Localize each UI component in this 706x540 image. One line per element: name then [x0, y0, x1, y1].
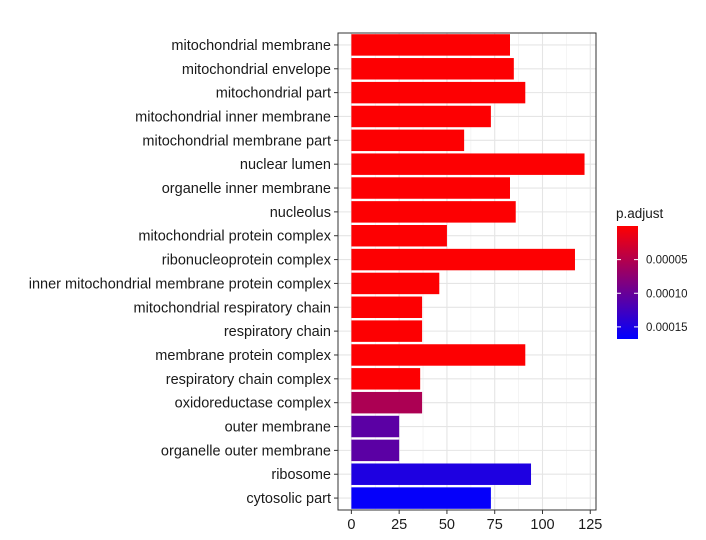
category-label: oxidoreductase complex — [175, 396, 332, 412]
legend-title: p.adjust — [616, 206, 664, 221]
category-label: organelle outer membrane — [161, 443, 331, 459]
bar — [351, 201, 516, 223]
x-tick-label: 75 — [487, 517, 503, 533]
bar — [351, 34, 510, 56]
legend-tick-label: 0.00010 — [646, 288, 688, 300]
x-axis-ticks: 0 25 50 75 100 125 — [347, 510, 602, 533]
category-label: mitochondrial envelope — [182, 62, 331, 78]
bar — [351, 177, 510, 199]
bar — [351, 344, 526, 366]
bar — [351, 439, 400, 462]
category-label: nucleolus — [270, 205, 331, 221]
category-label: membrane protein complex — [155, 348, 331, 364]
x-tick-label: 50 — [439, 517, 455, 533]
bar — [351, 105, 491, 128]
category-label: mitochondrial respiratory chain — [134, 300, 331, 316]
bar — [351, 320, 423, 342]
bar — [351, 248, 575, 271]
legend-ticks: 0.00005 0.00010 0.00015 — [617, 255, 688, 334]
category-label: respiratory chain — [224, 324, 331, 340]
x-tick-label: 125 — [578, 517, 602, 533]
bar — [351, 415, 400, 438]
category-label: mitochondrial membrane part — [142, 133, 331, 149]
legend-colorbar — [617, 226, 638, 339]
bar — [351, 58, 514, 80]
category-labels: mitochondrial membrane mitochondrial enve… — [29, 38, 338, 507]
legend-tick-label: 0.00015 — [646, 322, 688, 334]
category-label: organelle inner membrane — [162, 181, 331, 197]
category-label: mitochondrial inner membrane — [135, 109, 331, 125]
bar — [351, 463, 532, 485]
bar — [351, 368, 421, 390]
category-label: mitochondrial protein complex — [138, 229, 331, 245]
color-legend: p.adjust 0.00005 0.00010 0.00015 — [616, 206, 688, 339]
panel-border — [337, 32, 597, 511]
category-label: respiratory chain complex — [166, 372, 332, 388]
category-label: mitochondrial part — [216, 86, 331, 102]
panel-background — [338, 33, 596, 510]
category-label: outer membrane — [225, 420, 331, 436]
bars — [351, 34, 585, 509]
bar — [351, 296, 423, 319]
x-tick-label: 0 — [347, 517, 355, 533]
category-label: ribonucleoprotein complex — [162, 253, 332, 269]
x-tick-label: 100 — [530, 517, 554, 533]
grid-lines — [338, 33, 596, 510]
bar — [351, 487, 491, 509]
category-label: inner mitochondrial membrane protein com… — [29, 276, 332, 292]
category-label: mitochondrial membrane — [171, 38, 331, 54]
bar — [351, 272, 440, 295]
bar — [351, 81, 526, 104]
bar — [351, 224, 447, 247]
legend-tick-label: 0.00005 — [646, 255, 688, 267]
category-label: nuclear lumen — [240, 157, 331, 173]
bar — [351, 391, 423, 414]
bar — [351, 129, 465, 152]
category-label: ribosome — [271, 467, 331, 483]
x-tick-label: 25 — [391, 517, 407, 533]
category-label: cytosolic part — [246, 491, 331, 507]
bar — [351, 153, 585, 175]
